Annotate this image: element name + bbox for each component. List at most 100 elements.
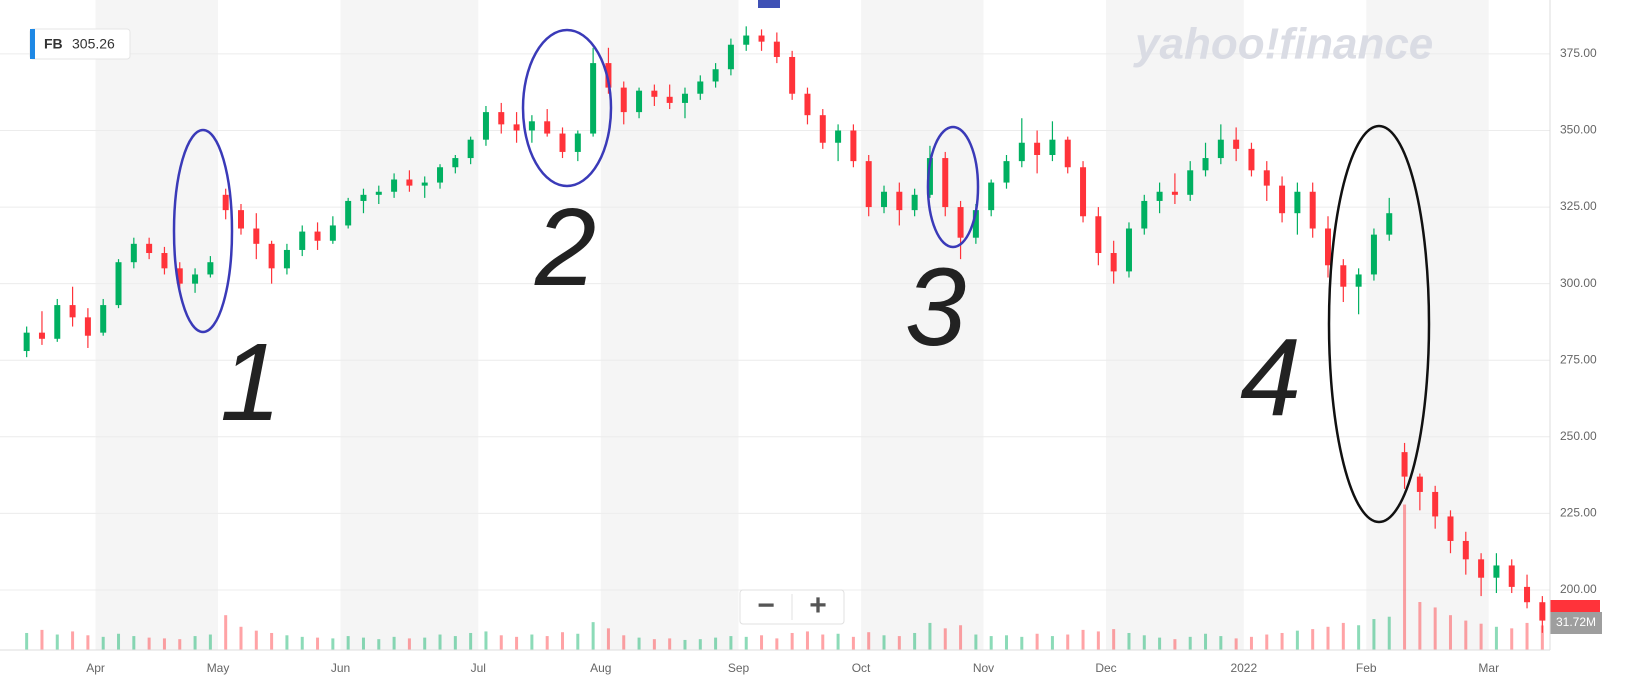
- candle-body: [896, 191, 903, 211]
- volume-bar: [622, 635, 626, 650]
- y-tick-label: 325.00: [1560, 199, 1597, 213]
- candle-body: [1110, 253, 1117, 272]
- volume-bar: [515, 636, 519, 650]
- volume-bar: [897, 636, 901, 650]
- candle-body: [513, 124, 520, 131]
- volume-bar: [453, 636, 457, 650]
- volume-bar: [1403, 504, 1407, 650]
- volume-bar: [1096, 631, 1100, 650]
- volume-label: 31.72M: [1556, 615, 1596, 629]
- volume-bar: [1311, 629, 1315, 650]
- top-marker: [758, 0, 780, 8]
- price-tag: [1550, 600, 1600, 613]
- y-tick-label: 275.00: [1560, 352, 1597, 366]
- volume-bar: [1050, 636, 1054, 650]
- volume-bar: [377, 639, 381, 650]
- y-tick-label: 300.00: [1560, 276, 1597, 290]
- candle-body: [1217, 139, 1224, 159]
- y-tick-label: 375.00: [1560, 46, 1597, 60]
- candle-body: [727, 44, 734, 70]
- annotation: 3: [905, 246, 966, 369]
- month-band: [95, 0, 219, 650]
- candle-body: [54, 305, 61, 339]
- price: 305.26: [72, 36, 115, 52]
- volume-bar: [683, 639, 687, 650]
- candle-body: [881, 191, 888, 208]
- candle-body: [697, 81, 704, 94]
- candle-body: [1386, 213, 1393, 235]
- candle-body: [452, 158, 459, 168]
- candle-body: [100, 305, 107, 333]
- candle-body: [988, 182, 995, 211]
- volume-bar: [1295, 630, 1299, 650]
- candle-body: [528, 121, 535, 131]
- candle-body: [406, 179, 413, 186]
- x-tick-label: Oct: [852, 661, 871, 675]
- volume-bar: [668, 638, 672, 650]
- candle-body: [84, 317, 91, 336]
- volume-bar: [71, 631, 75, 650]
- volume-bar: [346, 636, 350, 650]
- candle-body: [651, 90, 658, 97]
- candle-body: [1478, 559, 1485, 578]
- volume-bar: [407, 638, 411, 650]
- candle-body: [1080, 167, 1087, 217]
- volume-bar: [224, 615, 228, 650]
- x-tick-label: Nov: [973, 661, 994, 675]
- candle-body: [1263, 170, 1270, 186]
- month-band: [861, 0, 984, 650]
- x-tick-label: Apr: [86, 661, 105, 675]
- candle-body: [437, 167, 444, 183]
- candle-body: [636, 90, 643, 113]
- volume-bar: [790, 632, 794, 650]
- volume-bar: [270, 632, 274, 650]
- candle-body: [23, 332, 30, 352]
- candle-body: [957, 207, 964, 238]
- volume-bar: [1387, 616, 1391, 650]
- candle-body: [375, 191, 382, 195]
- candle-body: [1248, 148, 1255, 171]
- volume-bar: [698, 639, 702, 650]
- candle-body: [865, 161, 872, 208]
- candle-body: [1401, 452, 1408, 477]
- volume-bar: [576, 633, 580, 650]
- candle-body: [1095, 216, 1102, 254]
- candle-body: [1462, 540, 1469, 560]
- candle-body: [1493, 565, 1500, 578]
- volume-bar: [729, 636, 733, 650]
- zoom-in[interactable]: +: [809, 589, 827, 622]
- candle-body: [1340, 265, 1347, 287]
- candle-body: [498, 112, 505, 125]
- candle-body: [146, 243, 153, 254]
- volume-bar: [1372, 619, 1376, 650]
- volume-bar: [239, 626, 243, 650]
- volume-bar: [499, 635, 503, 650]
- candle-body: [207, 262, 214, 275]
- candle-body: [1325, 228, 1332, 266]
- volume-bar: [423, 637, 427, 650]
- candle-body: [1416, 476, 1423, 492]
- volume-bar: [1479, 623, 1483, 650]
- volume-bar: [1234, 638, 1238, 650]
- candle-body: [544, 121, 551, 134]
- volume-bar: [591, 622, 595, 650]
- volume-bar: [652, 639, 656, 650]
- candle-body: [972, 210, 979, 238]
- volume-bar: [561, 632, 565, 650]
- candle-body: [421, 182, 428, 186]
- x-tick-label: May: [207, 661, 230, 675]
- volume-bar: [943, 628, 947, 650]
- candle-body: [605, 63, 612, 88]
- volume-bar: [86, 635, 90, 650]
- volume-bar: [1280, 632, 1284, 650]
- volume-bar: [1326, 626, 1330, 650]
- candle-body: [467, 139, 474, 159]
- volume-bar: [714, 637, 718, 650]
- x-tick-label: Sep: [728, 661, 750, 675]
- candle-body: [712, 69, 719, 82]
- candle-body: [1064, 139, 1071, 168]
- candle-body: [1524, 586, 1531, 603]
- candle-body: [161, 253, 168, 269]
- zoom-out[interactable]: −: [757, 589, 775, 622]
